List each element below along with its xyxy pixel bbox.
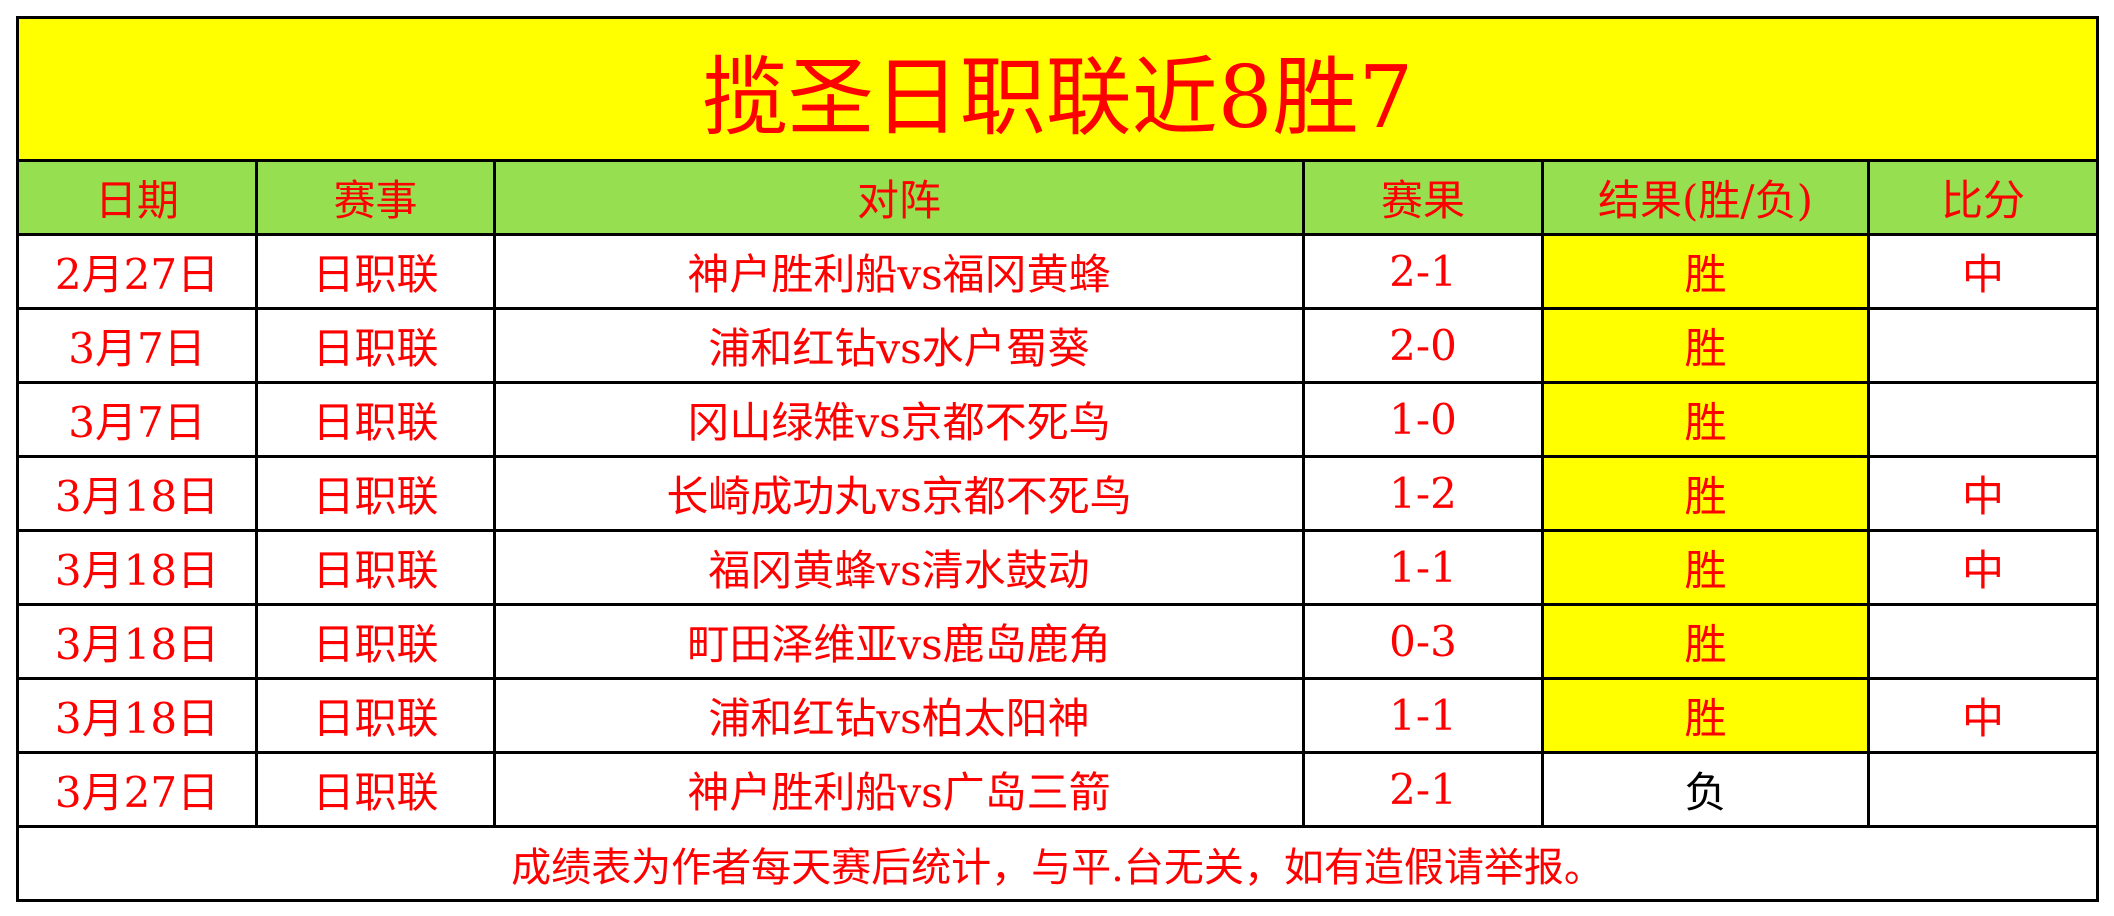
table-row: 3月18日 日职联 福冈黄蜂vs清水鼓动 1-1 胜中 [16,529,2100,606]
date-cell: 3月18日 [16,455,258,532]
score-cell: 1-1 [1302,529,1544,606]
result-cell: 胜 [1541,603,1870,680]
table-row: 3月27日 日职联 神户胜利船vs广岛三箭 2-1 负 [16,751,2100,828]
bifen-cell: 中 [1866,233,2100,310]
match-cell: 神户胜利船vs福冈黄蜂 [493,233,1305,310]
result-cell: 胜 [1541,455,1870,532]
league-cell: 日职联 [255,381,496,458]
result-cell: 胜 [1541,381,1870,458]
league-cell: 日职联 [255,529,496,606]
bifen-cell [1866,603,2100,680]
header-row: 日期 赛事 对阵 赛果 结果(胜/负) 比分 [16,159,2100,236]
table-row: 3月18日 日职联 浦和红钻vs柏太阳神 1-1 胜中 [16,677,2100,754]
date-cell: 3月18日 [16,529,258,606]
results-table: 揽圣日职联近8胜7 日期 赛事 对阵 赛果 结果(胜/负) 比分 2月27日 日职… [15,16,2100,902]
date-cell: 3月7日 [16,381,258,458]
bifen-cell [1866,751,2100,828]
bifen-cell [1866,307,2100,384]
table-row: 2月27日 日职联 神户胜利船vs福冈黄蜂 2-1 胜中 [16,233,2100,310]
result-cell: 胜 [1541,307,1870,384]
header-score: 赛果 [1302,159,1544,236]
match-cell: 冈山绿雉vs京都不死鸟 [493,381,1305,458]
table-row: 3月7日 日职联 浦和红钻vs水户蜀葵 2-0 胜 [16,307,2100,384]
result-cell: 胜 [1541,529,1870,606]
header-result: 结果(胜/负) [1541,159,1870,236]
match-cell: 神户胜利船vs广岛三箭 [493,751,1305,828]
date-cell: 3月7日 [16,307,258,384]
league-cell: 日职联 [255,455,496,532]
match-cell: 町田泽维亚vs鹿岛鹿角 [493,603,1305,680]
bifen-cell: 中 [1866,455,2100,532]
date-cell: 2月27日 [16,233,258,310]
match-cell: 福冈黄蜂vs清水鼓动 [493,529,1305,606]
table-row: 3月18日 日职联 町田泽维亚vs鹿岛鹿角 0-3 胜 [16,603,2100,680]
footer-note: 成绩表为作者每天赛后统计，与平.台无关，如有造假请举报。 [15,825,2100,902]
header-date: 日期 [16,159,258,236]
match-cell: 长崎成功丸vs京都不死鸟 [493,455,1305,532]
bifen-cell [1866,381,2100,458]
bifen-cell: 中 [1866,677,2100,754]
league-cell: 日职联 [255,307,496,384]
header-bifen: 比分 [1866,159,2100,236]
date-cell: 3月18日 [16,603,258,680]
league-cell: 日职联 [255,233,496,310]
score-cell: 2-1 [1302,751,1544,828]
header-match: 对阵 [493,159,1305,236]
score-cell: 1-2 [1302,455,1544,532]
bifen-cell: 中 [1866,529,2100,606]
date-cell: 3月27日 [16,751,258,828]
score-cell: 1-1 [1302,677,1544,754]
result-cell: 胜 [1541,677,1870,754]
date-cell: 3月18日 [16,677,258,754]
header-league: 赛事 [255,159,496,236]
league-cell: 日职联 [255,677,496,754]
score-cell: 2-0 [1302,307,1544,384]
table-row: 3月7日 日职联 冈山绿雉vs京都不死鸟 1-0 胜 [16,381,2100,458]
result-cell: 负 [1541,751,1870,828]
league-cell: 日职联 [255,603,496,680]
result-cell: 胜 [1541,233,1870,310]
match-cell: 浦和红钻vs水户蜀葵 [493,307,1305,384]
score-cell: 0-3 [1302,603,1544,680]
match-cell: 浦和红钻vs柏太阳神 [493,677,1305,754]
score-cell: 2-1 [1302,233,1544,310]
table-title: 揽圣日职联近8胜7 [15,16,2100,162]
league-cell: 日职联 [255,751,496,828]
score-cell: 1-0 [1302,381,1544,458]
table-row: 3月18日 日职联 长崎成功丸vs京都不死鸟 1-2 胜中 [16,455,2100,532]
